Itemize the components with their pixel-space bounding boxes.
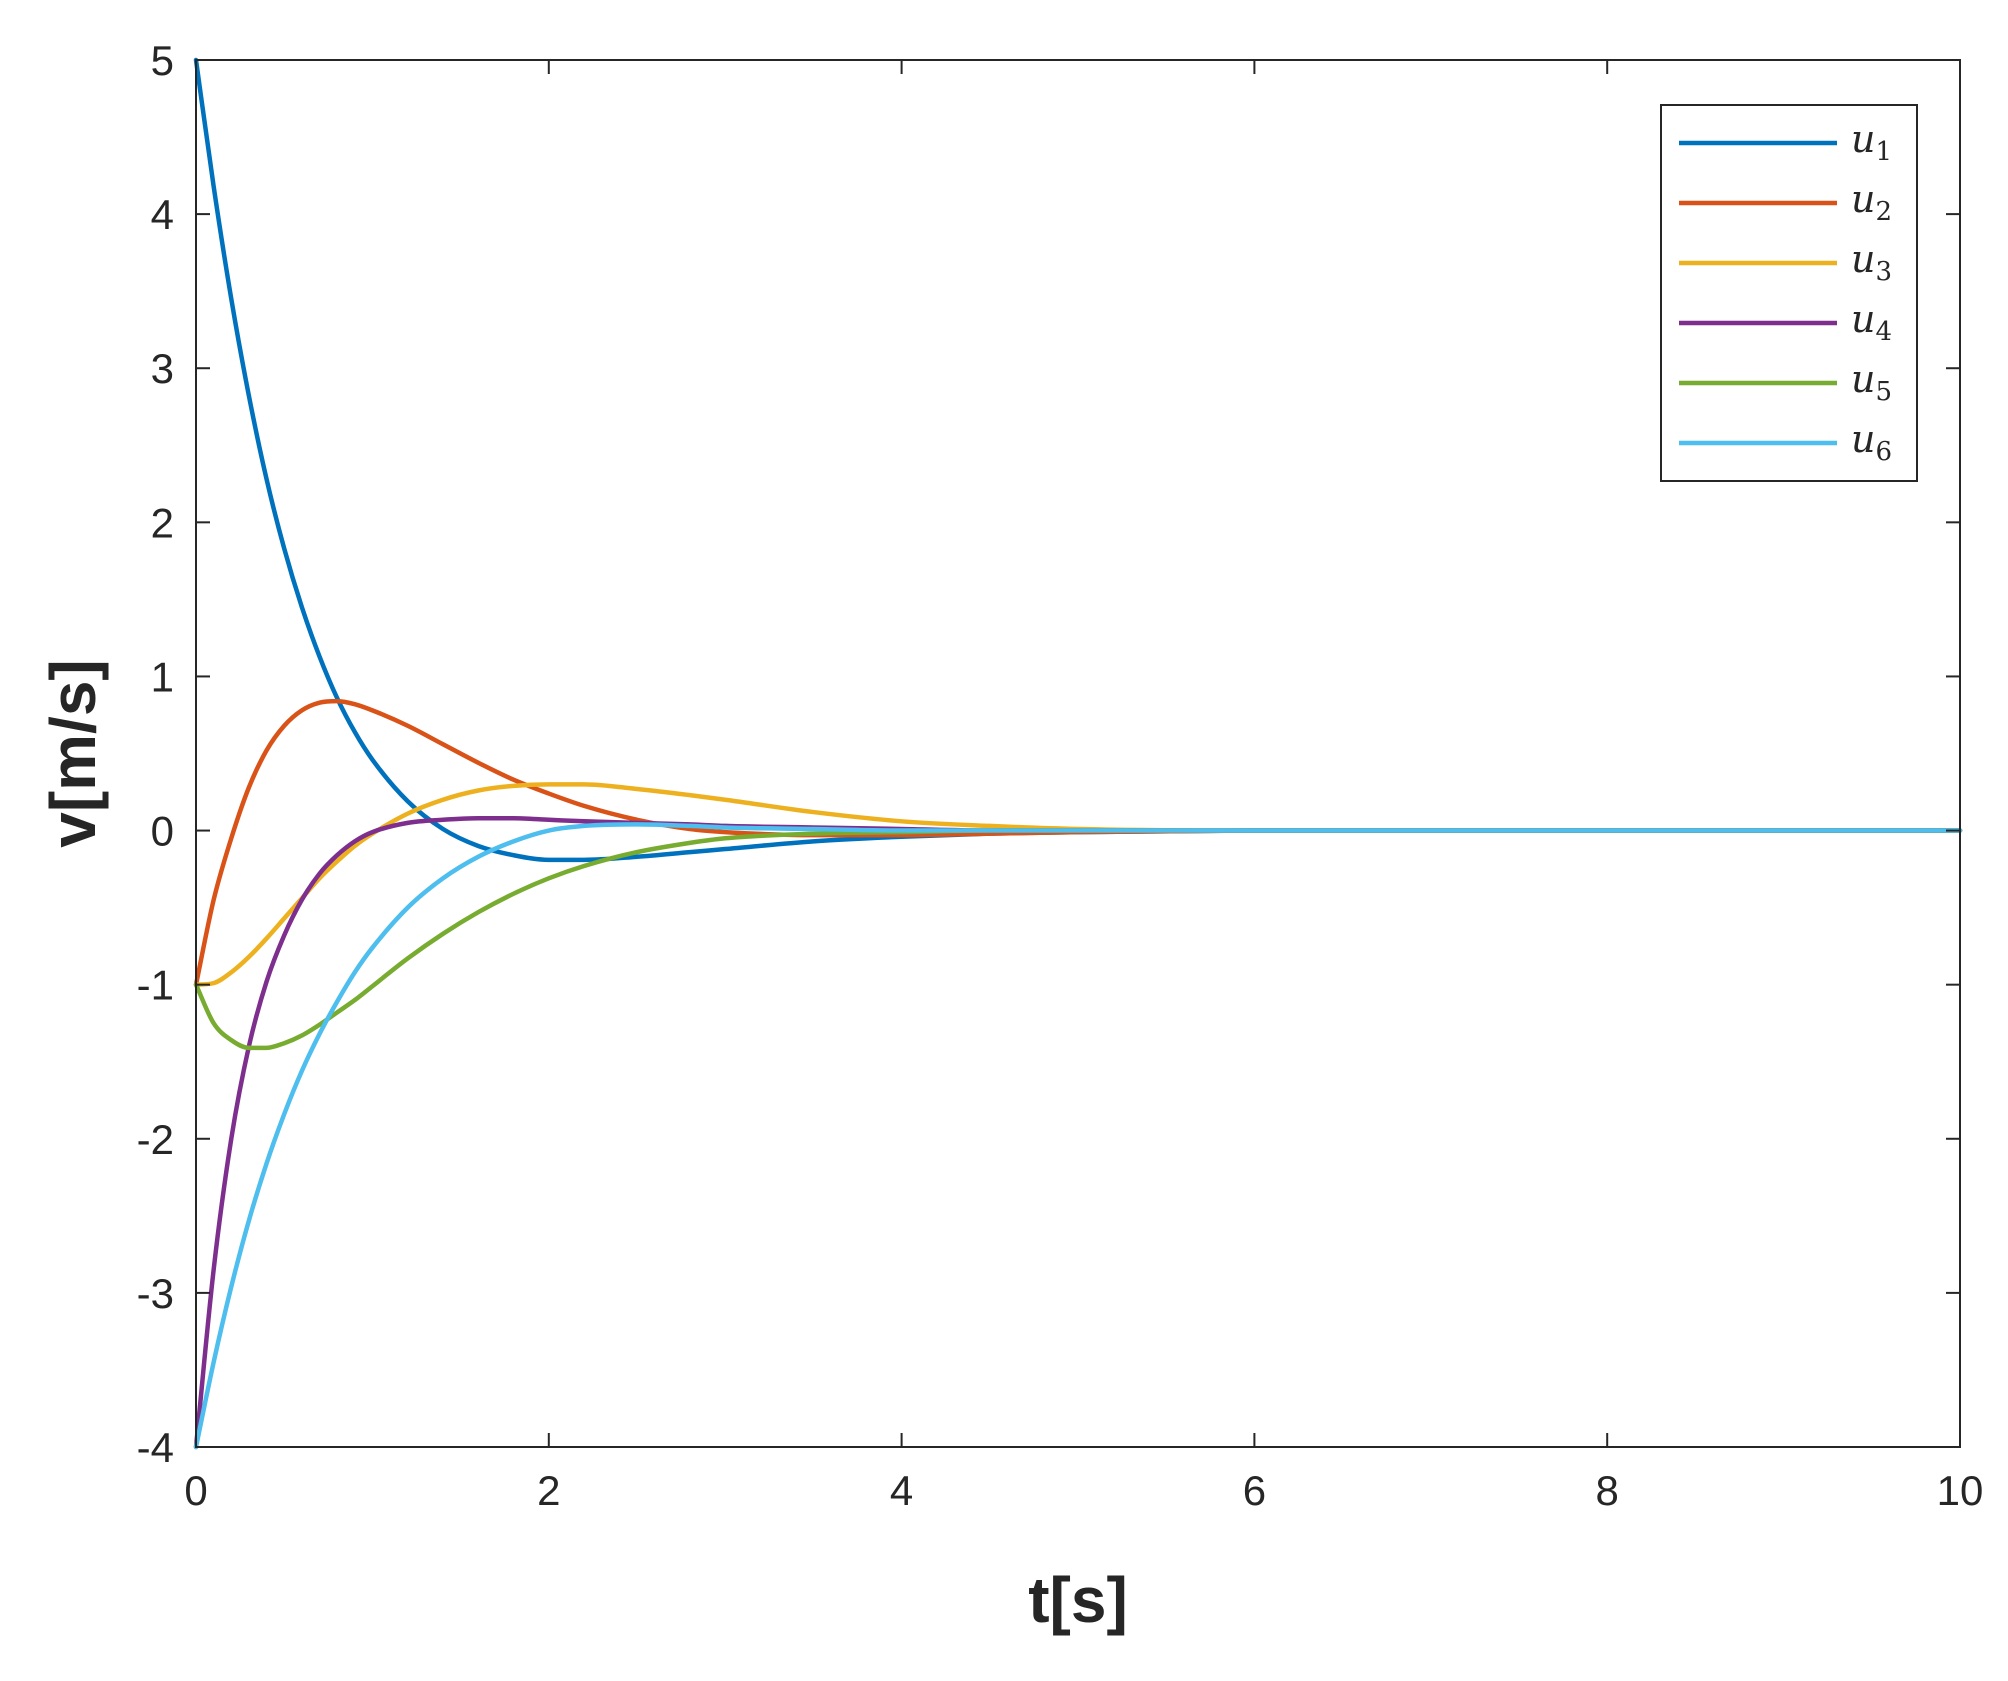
x-tick-label: 10 [1937, 1467, 1984, 1514]
y-tick-label: 0 [151, 808, 174, 855]
y-tick-label: 4 [151, 191, 174, 238]
plot-area-frame [195, 59, 1961, 1448]
legend-label-u6: u6 [1851, 417, 1892, 467]
y-tick-label: 5 [151, 37, 174, 84]
legend-box [1660, 104, 1918, 482]
x-tick-label: 2 [537, 1467, 560, 1514]
series-layer [193, 57, 1963, 1450]
legend-label-u2: u2 [1851, 177, 1892, 227]
x-tick-label: 4 [890, 1467, 913, 1514]
y-axis-title: v[m/s] [37, 659, 109, 848]
x-axis-title: t[s] [1028, 1564, 1128, 1636]
x-tick-label: 8 [1596, 1467, 1619, 1514]
y-tick-label: 2 [151, 499, 174, 546]
y-tick-label: -1 [137, 962, 174, 1009]
y-tick-label: 3 [151, 345, 174, 392]
legend-label-u3: u3 [1851, 237, 1892, 287]
legend-label-u5: u5 [1851, 357, 1892, 407]
legend: u1 u2 u3 u4 u5 u6 [1660, 104, 1918, 482]
x-tick-label: 0 [184, 1467, 207, 1514]
series-line-u6 [193, 822, 1963, 1450]
y-tick-label: -4 [137, 1424, 174, 1471]
legend-label-u1: u1 [1851, 117, 1892, 167]
x-tick-label: 6 [1243, 1467, 1266, 1514]
y-tick-label: -3 [137, 1270, 174, 1317]
y-tick-label: 1 [151, 653, 174, 700]
y-tick-label: -2 [137, 1116, 174, 1163]
legend-label-u4: u4 [1851, 297, 1892, 347]
